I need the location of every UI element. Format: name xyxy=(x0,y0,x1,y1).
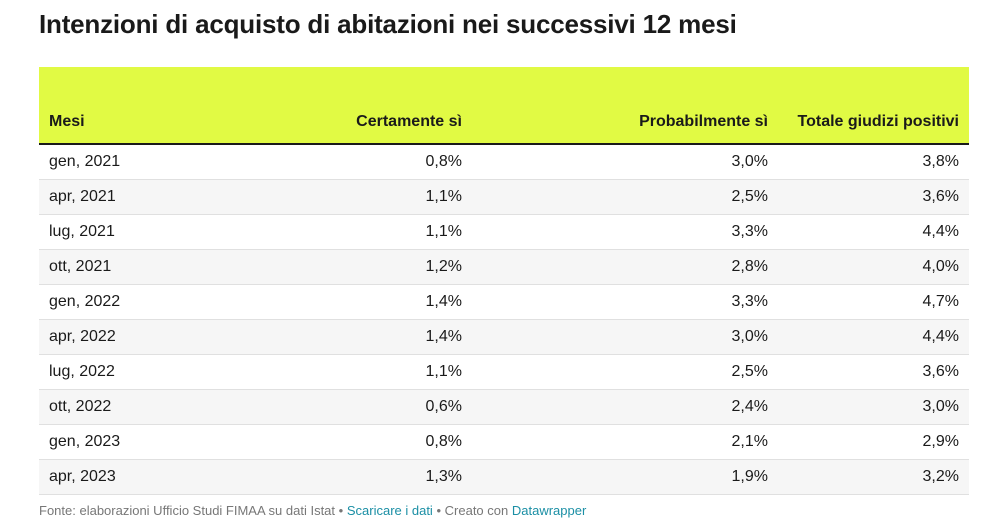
table-row: gen, 2021 0,8% 3,0% 3,8% xyxy=(39,144,969,180)
cell-mesi: apr, 2023 xyxy=(39,459,219,495)
cell-certamente-si: 1,3% xyxy=(219,459,472,495)
cell-probabilmente-si: 2,8% xyxy=(472,249,778,285)
cell-totale-giudizi-positivi: 3,6% xyxy=(778,354,969,390)
cell-certamente-si: 1,1% xyxy=(219,179,472,215)
cell-totale-giudizi-positivi: 3,6% xyxy=(778,179,969,215)
table-header-row: Mesi Certamente sì Probabilmente sì Tota… xyxy=(39,67,969,145)
cell-probabilmente-si: 2,5% xyxy=(472,354,778,390)
table-row: lug, 2021 1,1% 3,3% 4,4% xyxy=(39,214,969,250)
cell-certamente-si: 0,8% xyxy=(219,424,472,460)
datawrapper-link[interactable]: Datawrapper xyxy=(511,503,587,518)
cell-mesi: lug, 2022 xyxy=(39,354,219,390)
cell-totale-giudizi-positivi: 3,2% xyxy=(778,459,969,495)
footer: Fonte: elaborazioni Ufficio Studi FIMAA … xyxy=(39,503,586,518)
cell-totale-giudizi-positivi: 3,8% xyxy=(778,144,969,180)
cell-certamente-si: 0,6% xyxy=(219,389,472,425)
created-with-label: Creato con xyxy=(444,503,509,518)
cell-mesi: gen, 2023 xyxy=(39,424,219,460)
cell-totale-giudizi-positivi: 4,4% xyxy=(778,319,969,355)
column-header-mesi[interactable]: Mesi xyxy=(39,67,219,145)
cell-mesi: ott, 2022 xyxy=(39,389,219,425)
footer-separator: • xyxy=(436,503,442,518)
cell-probabilmente-si: 3,3% xyxy=(472,284,778,320)
cell-certamente-si: 1,4% xyxy=(219,284,472,320)
table-row: lug, 2022 1,1% 2,5% 3,6% xyxy=(39,354,969,390)
table-row: ott, 2022 0,6% 2,4% 3,0% xyxy=(39,389,969,425)
table-row: gen, 2023 0,8% 2,1% 2,9% xyxy=(39,424,969,460)
cell-certamente-si: 0,8% xyxy=(219,144,472,180)
data-table: Mesi Certamente sì Probabilmente sì Tota… xyxy=(39,67,969,495)
cell-mesi: apr, 2022 xyxy=(39,319,219,355)
cell-certamente-si: 1,4% xyxy=(219,319,472,355)
table-row: ott, 2021 1,2% 2,8% 4,0% xyxy=(39,249,969,285)
table-row: gen, 2022 1,4% 3,3% 4,7% xyxy=(39,284,969,320)
cell-mesi: ott, 2021 xyxy=(39,249,219,285)
table-row: apr, 2021 1,1% 2,5% 3,6% xyxy=(39,179,969,215)
table-row: apr, 2023 1,3% 1,9% 3,2% xyxy=(39,459,969,495)
data-table-container: Mesi Certamente sì Probabilmente sì Tota… xyxy=(39,67,969,495)
download-data-link[interactable]: Scaricare i dati xyxy=(346,503,433,518)
cell-mesi: lug, 2021 xyxy=(39,214,219,250)
cell-totale-giudizi-positivi: 3,0% xyxy=(778,389,969,425)
chart-title: Intenzioni di acquisto di abitazioni nei… xyxy=(39,9,737,39)
column-header-probabilmente-si[interactable]: Probabilmente sì xyxy=(472,67,778,145)
cell-mesi: gen, 2021 xyxy=(39,144,219,180)
cell-certamente-si: 1,1% xyxy=(219,354,472,390)
cell-totale-giudizi-positivi: 4,0% xyxy=(778,249,969,285)
cell-mesi: apr, 2021 xyxy=(39,179,219,215)
cell-probabilmente-si: 3,0% xyxy=(472,319,778,355)
cell-probabilmente-si: 2,5% xyxy=(472,179,778,215)
cell-probabilmente-si: 2,4% xyxy=(472,389,778,425)
column-header-certamente-si[interactable]: Certamente sì xyxy=(219,67,472,145)
cell-probabilmente-si: 3,3% xyxy=(472,214,778,250)
cell-totale-giudizi-positivi: 2,9% xyxy=(778,424,969,460)
cell-totale-giudizi-positivi: 4,7% xyxy=(778,284,969,320)
cell-totale-giudizi-positivi: 4,4% xyxy=(778,214,969,250)
footer-separator: • xyxy=(338,503,344,518)
table-body: gen, 2021 0,8% 3,0% 3,8% apr, 2021 1,1% 2,5% 3,… xyxy=(39,144,969,495)
column-header-totale-giudizi-positivi[interactable]: Totale giudizi positivi xyxy=(778,67,969,145)
cell-certamente-si: 1,2% xyxy=(219,249,472,285)
source-note: Fonte: elaborazioni Ufficio Studi FIMAA … xyxy=(39,503,336,518)
table-row: apr, 2022 1,4% 3,0% 4,4% xyxy=(39,319,969,355)
cell-probabilmente-si: 1,9% xyxy=(472,459,778,495)
cell-certamente-si: 1,1% xyxy=(219,214,472,250)
cell-mesi: gen, 2022 xyxy=(39,284,219,320)
cell-probabilmente-si: 2,1% xyxy=(472,424,778,460)
cell-probabilmente-si: 3,0% xyxy=(472,144,778,180)
